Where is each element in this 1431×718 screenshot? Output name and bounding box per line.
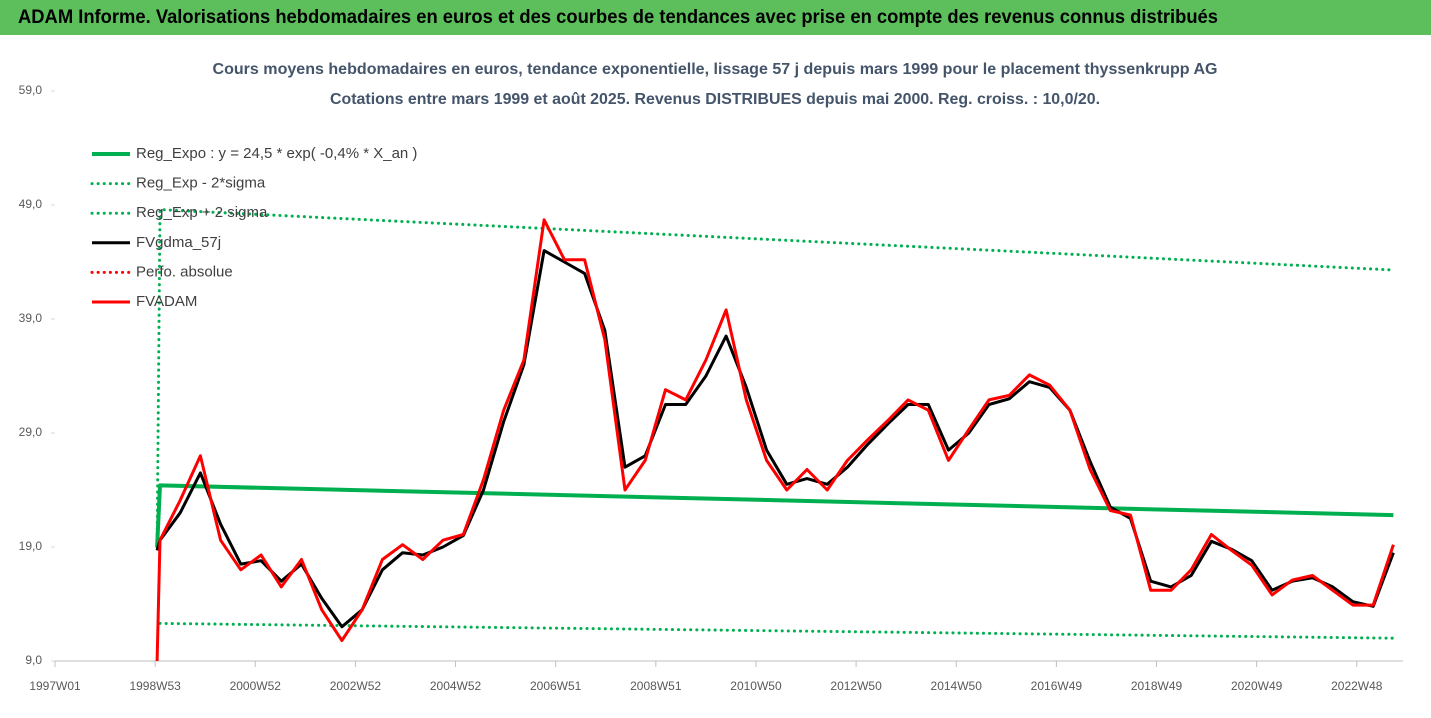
legend-label: Reg_Exp + 2 sigma [136,204,268,221]
x-tick-label: 2022W48 [1331,679,1383,693]
x-tick-label: 2016W49 [1031,679,1083,693]
x-tick-label: 2000W52 [230,679,282,693]
y-tick-label: 19,0 [19,539,43,553]
x-tick-label: 2014W50 [931,679,983,693]
x-tick-label: 1998W53 [129,679,181,693]
legend-label: FVADAM [136,293,197,310]
y-tick-label: 49,0 [19,197,43,211]
chart-title: Cours moyens hebdomadaires en euros, ten… [213,61,1218,78]
chart-subtitle: Cotations entre mars 1999 et août 2025. … [330,91,1100,108]
x-tick-label: 2002W52 [330,679,382,693]
series-line [155,218,1395,662]
x-tick-label: 2004W52 [430,679,482,693]
y-tick-label: 59,0 [19,83,43,97]
x-tick-label: 2006W51 [530,679,582,693]
legend-label: Perfo. absolue [136,263,233,280]
series-line [158,621,1395,640]
y-tick-label: 39,0 [19,311,43,325]
x-tick-label: 2010W50 [730,679,782,693]
x-tick-label: 2012W50 [830,679,882,693]
legend-label: Reg_Exp - 2*sigma [136,175,266,192]
y-tick-label: 29,0 [19,425,43,439]
x-tick-label: 2008W51 [630,679,682,693]
x-tick-label: 2020W49 [1231,679,1283,693]
y-tick-label: 9,0 [25,653,42,667]
series-line [155,208,1395,549]
x-tick-label: 1997W01 [29,679,81,693]
banner-title: ADAM Informe. Valorisations hebdomadaire… [18,7,1218,28]
legend-label: Reg_Expo : y = 24,5 * exp( -0,4% * X_an … [136,145,417,162]
series-line [155,249,1395,629]
legend-label: FVgdma_57j [136,234,221,251]
series-line [155,483,1394,548]
banner [0,0,1431,35]
x-tick-label: 2018W49 [1131,679,1183,693]
